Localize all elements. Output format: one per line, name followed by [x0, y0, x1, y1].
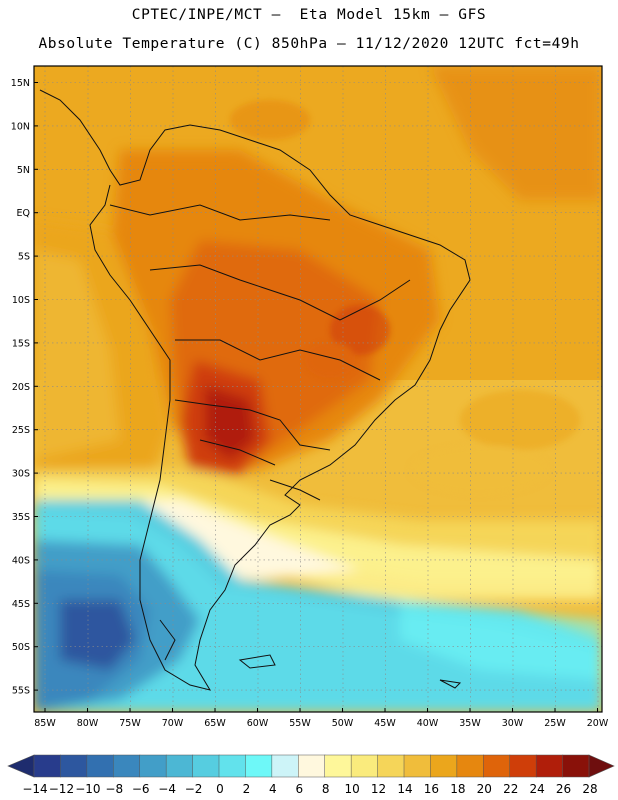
colorbar-label: 6 — [295, 782, 303, 796]
lat-tick-label: 40S — [12, 555, 30, 566]
lat-tick-label: 55S — [12, 686, 30, 697]
lat-tick-label: 10N — [11, 121, 30, 132]
colorbar-label: 26 — [556, 782, 571, 796]
colorbar-swatch — [165, 754, 194, 778]
colorbar-swatch — [139, 754, 167, 778]
colorbar-label: −4 — [158, 782, 176, 796]
colorbar-label: −12 — [49, 782, 74, 796]
colorbar-swatch — [60, 754, 88, 778]
colorbar-swatch — [456, 754, 484, 778]
colorbar-swatch — [535, 754, 564, 778]
longitude-labels: 85W 80W 75W 70W 65W 60W 55W 50W 45W 40W 35W 30W 25W 2… — [34, 708, 609, 729]
colorbar-label: 0 — [216, 782, 224, 796]
colorbar-swatch — [403, 754, 431, 778]
lat-tick-label: EQ — [17, 208, 30, 219]
colorbar-swatch — [298, 754, 326, 778]
lon-tick-label: 65W — [204, 718, 226, 729]
lat-tick-label: 5S — [18, 252, 30, 263]
colorbar-swatch — [509, 754, 537, 778]
coastlines — [39, 89, 471, 691]
colorbar-swatch — [483, 754, 511, 778]
lat-tick-label: 15N — [11, 78, 30, 89]
colorbar-label: 2 — [243, 782, 251, 796]
colorbar-swatch — [245, 754, 273, 778]
lon-tick-label: 50W — [332, 718, 354, 729]
colorbar-label: 10 — [345, 782, 360, 796]
colorbar-swatch — [430, 754, 458, 778]
colorbar-swatch — [218, 754, 246, 778]
colorbar-label: 28 — [582, 782, 597, 796]
colorbar-label: −14 — [22, 782, 47, 796]
colorbar-low-arrow — [7, 754, 35, 778]
lon-tick-label: 25W — [544, 718, 566, 729]
chart-subtitle: Absolute Temperature (C) 850hPa – 11/12/… — [38, 36, 580, 52]
latitude-labels: 15N 10N 5N EQ 5S 10S 15S 20S 25S 30S 35S 40S 45S 50S 5… — [11, 78, 38, 697]
colorbar-label: −10 — [75, 782, 100, 796]
colorbar-high-arrow — [588, 754, 615, 778]
map-frame — [33, 65, 603, 713]
colorbar-swatch — [33, 754, 61, 778]
colorbar-swatch — [271, 754, 299, 778]
lat-tick-label: 25S — [12, 425, 30, 436]
lon-tick-label: 85W — [34, 718, 56, 729]
lon-tick-label: 30W — [502, 718, 524, 729]
lat-tick-label: 20S — [12, 382, 30, 393]
colorbar-label: 16 — [424, 782, 439, 796]
colorbar-label: 8 — [322, 782, 330, 796]
lat-tick-label: 5N — [17, 165, 30, 176]
colorbar-label: 14 — [397, 782, 412, 796]
colorbar-label: 20 — [477, 782, 492, 796]
lat-tick-label: 30S — [12, 469, 30, 480]
colorbar-swatch — [192, 754, 220, 778]
colorbar-label: 12 — [371, 782, 386, 796]
lon-tick-label: 35W — [459, 718, 481, 729]
colorbar-label: −6 — [132, 782, 150, 796]
lat-tick-label: 15S — [12, 338, 30, 349]
lon-tick-label: 75W — [119, 718, 141, 729]
colorbar-label: −8 — [105, 782, 123, 796]
lon-tick-label: 55W — [289, 718, 311, 729]
lon-tick-label: 80W — [77, 718, 99, 729]
colorbar-swatch — [562, 754, 590, 778]
colorbar-label: 22 — [503, 782, 518, 796]
colorbar-label: −2 — [185, 782, 203, 796]
chart-title: CPTEC/INPE/MCT – Eta Model 15km – GFS — [131, 7, 487, 23]
lat-tick-label: 45S — [12, 599, 30, 610]
colorbar-swatch — [350, 754, 379, 778]
colorbar-label: 24 — [530, 782, 545, 796]
colorbar-swatch — [113, 754, 141, 778]
colorbar-swatch — [324, 754, 352, 778]
lat-tick-label: 35S — [12, 512, 30, 523]
map-gridlines — [34, 66, 602, 712]
lon-tick-label: 40W — [417, 718, 439, 729]
lon-tick-label: 60W — [247, 718, 269, 729]
lat-tick-label: 50S — [12, 642, 30, 653]
colorbar-swatch — [86, 754, 114, 778]
lon-tick-label: 20W — [587, 718, 609, 729]
lon-tick-label: 70W — [162, 718, 184, 729]
colorbar-label: 18 — [450, 782, 465, 796]
colorbar-label: 4 — [269, 782, 277, 796]
lat-tick-label: 10S — [12, 295, 30, 306]
lon-tick-label: 45W — [374, 718, 396, 729]
colorbar: −14 −12 −10 −8 −6 −4 −2 0 2 4 6 8 10 12 14 16 18 20 22 24 26… — [7, 754, 615, 796]
colorbar-swatch — [377, 754, 405, 778]
temperature-field — [34, 66, 602, 712]
